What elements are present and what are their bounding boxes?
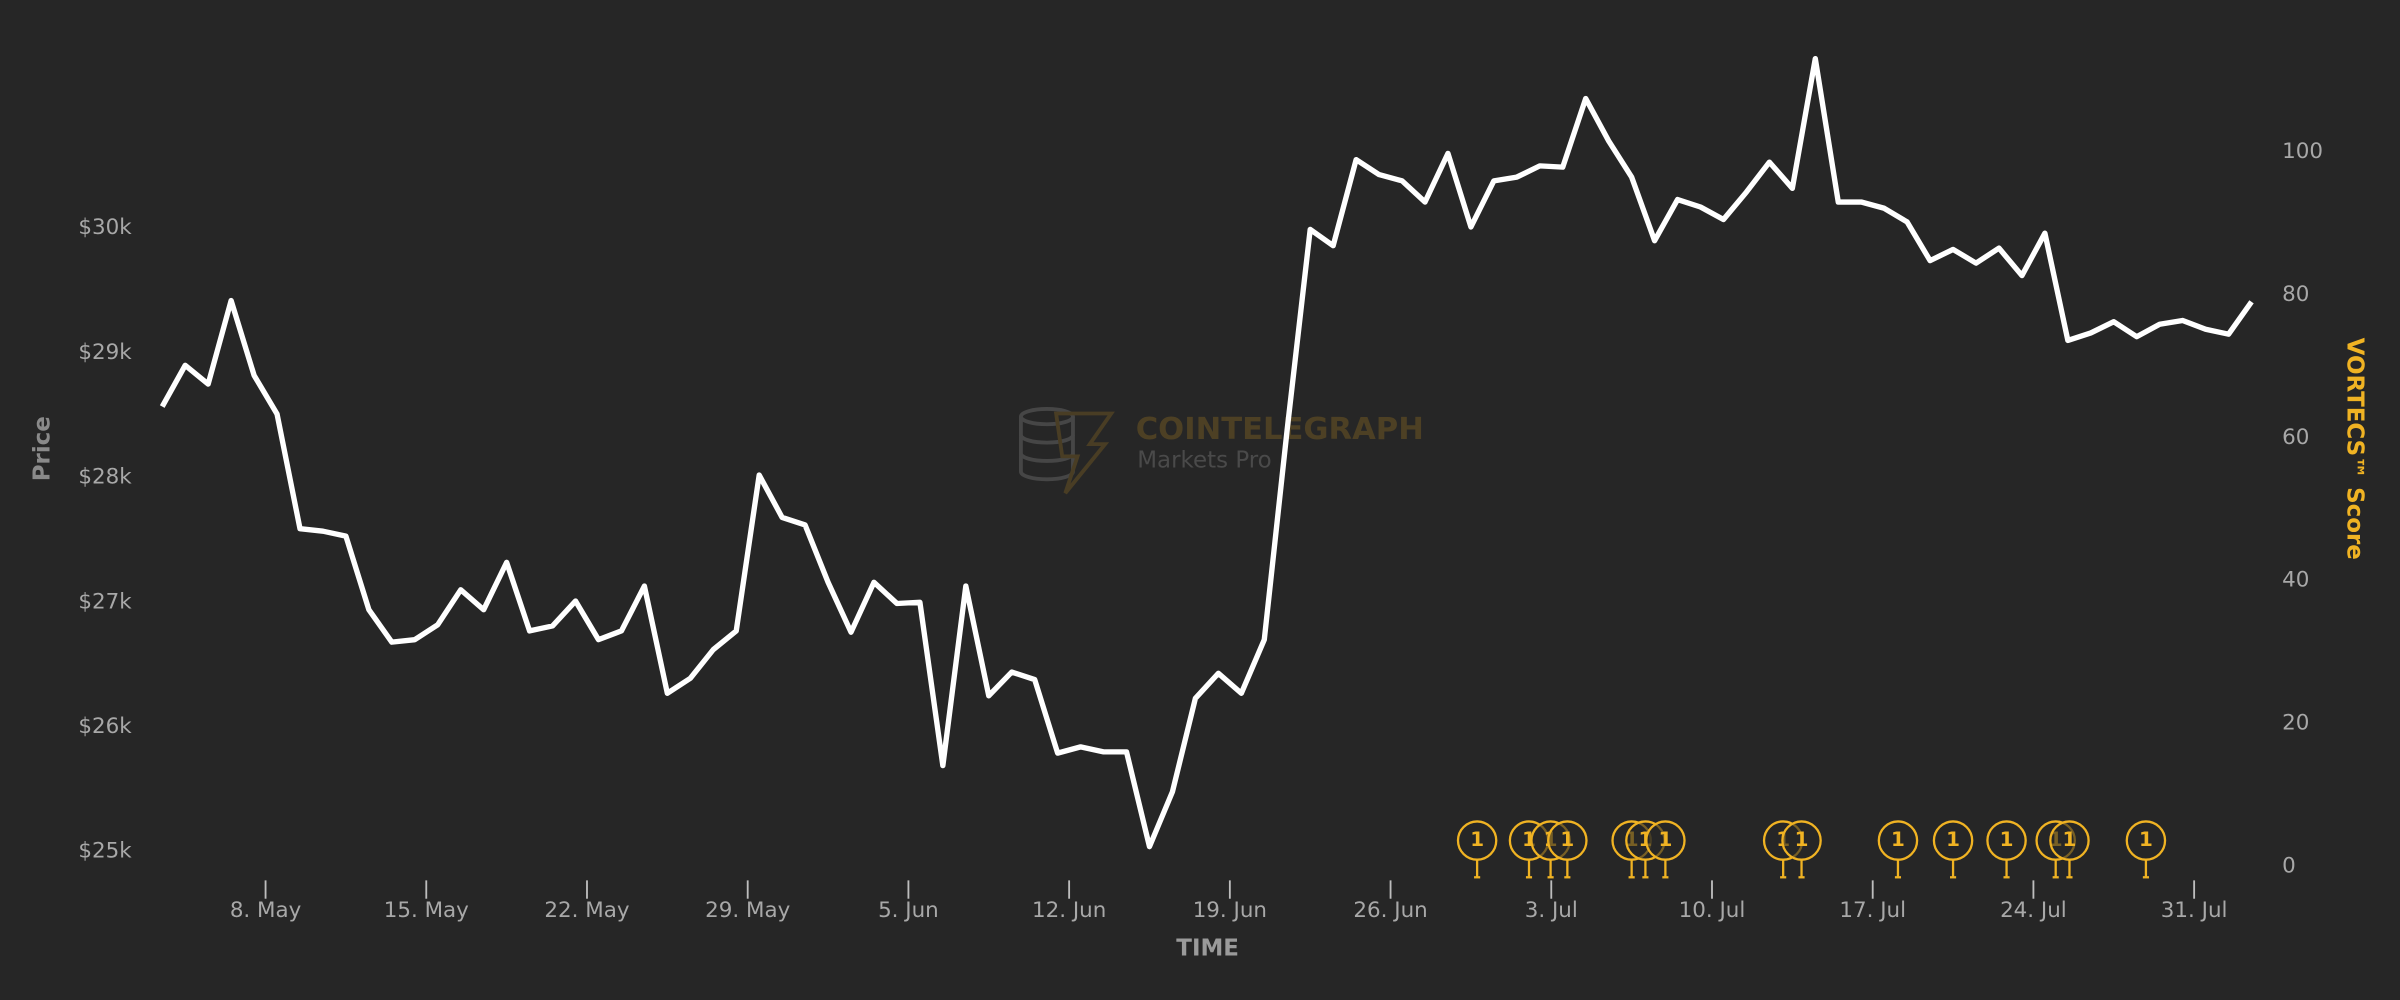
- x-tick-label: 26. Jun: [1353, 898, 1427, 923]
- y-tick-label: $29k: [78, 340, 132, 365]
- vortecs-event: 1: [1547, 820, 1588, 879]
- x-tick-label: 10. Jul: [1679, 898, 1746, 923]
- event-label: 1: [2139, 828, 2153, 851]
- y2-tick-label: 60: [2282, 425, 2309, 450]
- x-axis-label: TIME: [1176, 936, 1239, 962]
- vortecs-event: 1: [2125, 820, 2167, 879]
- event-badge: [1877, 820, 1919, 861]
- x-tick-label: 3. Jul: [1525, 898, 1578, 923]
- price-line: [159, 55, 2254, 850]
- y-tick-label: $27k: [78, 589, 132, 614]
- y-tick-label: $28k: [78, 465, 132, 490]
- event-label: 1: [2063, 828, 2077, 851]
- x-tick-label: 22. May: [544, 898, 629, 923]
- x-tick-label: 19. Jun: [1193, 898, 1267, 923]
- y2-tick-label: 100: [2282, 139, 2323, 164]
- event-label: 1: [1891, 828, 1905, 851]
- event-badge: [1781, 820, 1822, 861]
- event-badge: [1547, 820, 1588, 861]
- x-tick-label: 5. Jun: [878, 898, 939, 923]
- x-tick-label: 8. May: [230, 898, 302, 923]
- event-badge: [2049, 820, 2090, 861]
- y-tick-label: $30k: [78, 215, 132, 240]
- vortecs-event: 1: [1986, 820, 2027, 879]
- event-badge: [2125, 820, 2167, 861]
- y-tick-label: $26k: [78, 714, 132, 739]
- x-tick-label: 24. Jul: [2000, 898, 2067, 923]
- vortecs-event: 1: [1932, 820, 1974, 879]
- y2-tick-label: 20: [2282, 711, 2309, 736]
- event-badge: [1456, 820, 1498, 861]
- vortecs-event: 1: [1781, 820, 1822, 879]
- watermark-logo: [1019, 407, 1115, 495]
- x-tick-label: 31. Jul: [2161, 898, 2228, 923]
- vortecs-event: 1: [2049, 820, 2090, 879]
- event-label: 1: [2000, 828, 2014, 851]
- event-label: 1: [1795, 828, 1809, 851]
- x-tick-label: 15. May: [384, 898, 469, 923]
- event-label: 1: [1560, 828, 1574, 851]
- x-tick-label: 29. May: [705, 898, 790, 923]
- watermark-subtitle: Markets Pro: [1137, 447, 1271, 473]
- event-label: 1: [1470, 828, 1484, 851]
- y2-tick-label: 80: [2282, 282, 2309, 307]
- x-tick-label: 12. Jun: [1032, 898, 1106, 923]
- vortecs-event: 1: [1456, 820, 1498, 879]
- y-axis-label: Price: [29, 416, 55, 481]
- y-tick-label: $25k: [78, 839, 132, 864]
- y2-tick-label: 0: [2282, 854, 2296, 879]
- event-label: 1: [1658, 828, 1672, 851]
- vortecs-event: 1: [1645, 820, 1686, 879]
- event-badge: [1932, 820, 1974, 861]
- watermark-title: COINTELEGRAPH: [1136, 412, 1424, 447]
- vortecs-event: 1: [1877, 820, 1919, 879]
- y2-axis-label: VORTECS™ Score: [2342, 338, 2368, 560]
- y2-tick-label: 40: [2282, 568, 2309, 593]
- event-label: 1: [1946, 828, 1960, 851]
- event-badge: [1645, 820, 1686, 861]
- x-tick-label: 17. Jul: [1839, 898, 1906, 923]
- event-badge: [1986, 820, 2027, 861]
